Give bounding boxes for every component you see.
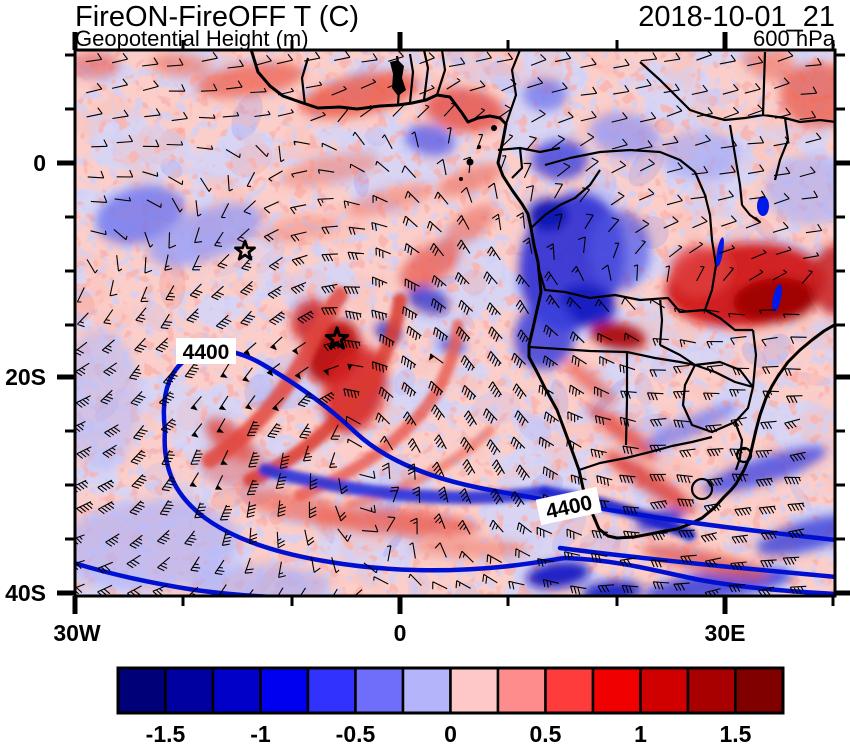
- colorbar-tick-label: 0: [444, 721, 457, 747]
- colorbar-tick-label: 0.5: [530, 721, 562, 747]
- y-axis-tick-label: 40S: [5, 580, 46, 606]
- contour-label-text: 4400: [183, 341, 230, 364]
- wind-barbs: [75, 50, 823, 596]
- colorbar-cell: [116, 666, 167, 715]
- anomaly-blob-layer: [75, 50, 835, 596]
- colorbar-frame: [116, 666, 785, 715]
- colorbar-tick-label: -1: [250, 721, 271, 747]
- colorbar-cell: [401, 666, 452, 715]
- y-axis-tick-label: 20S: [5, 364, 46, 390]
- colorbar-cell: [164, 666, 215, 715]
- subtitle-field-label: Geopotential Height (m): [75, 26, 309, 51]
- plot-frame: [73, 48, 837, 598]
- contour-label-box: 4400: [176, 338, 236, 364]
- border-lesotho: [690, 477, 714, 501]
- colorbar-tick-label: 1: [634, 721, 647, 747]
- axis-ticks: [57, 32, 850, 614]
- datetime-label: 2018-10-01_21: [638, 1, 835, 33]
- contour-label-box: 4400: [535, 486, 602, 526]
- colorbar-tick-label: 1.5: [720, 721, 752, 747]
- wind-barbs-layer: [75, 50, 823, 596]
- colorbar-cell: [686, 666, 737, 715]
- colorbar-cell: [639, 666, 690, 715]
- lake-volta: [390, 60, 406, 96]
- colorbar-cell: [449, 666, 500, 715]
- x-axis-tick-label: 0: [394, 620, 407, 646]
- island-dot: [459, 177, 463, 181]
- island-star-marker: [234, 239, 256, 261]
- island-dot-bioko: [491, 125, 497, 131]
- colorbar-cell: [734, 666, 785, 715]
- page-title: FireON-FireOFF T (C): [75, 1, 359, 33]
- colorbar-cell: [211, 666, 262, 715]
- colorbar: -1.5 -1 -0.5 0 0.5 1 1.5: [116, 666, 785, 747]
- colorbar-tick-label: -1.5: [146, 721, 186, 747]
- colorbar-cell: [306, 666, 357, 715]
- pressure-level-label: 600 hPa: [753, 26, 836, 51]
- y-axis-tick-label: 0: [33, 150, 46, 176]
- colorbar-cell: [259, 666, 310, 715]
- country-borders: [300, 50, 835, 472]
- x-axis-tick-label: 30W: [53, 620, 101, 646]
- colorbar-cell: [591, 666, 642, 715]
- lake-victoria: [757, 196, 769, 216]
- x-axis-tick-label: 30E: [705, 620, 746, 646]
- colorbar-tick-label: -0.5: [336, 721, 376, 747]
- border-eswatini: [735, 446, 753, 464]
- lake-malawi: [772, 284, 782, 312]
- lake-tanganyika: [716, 237, 724, 267]
- colorbar-cell: [354, 666, 405, 715]
- island-star-marker: [324, 326, 350, 350]
- colorbar-cell: [544, 666, 595, 715]
- colorbar-cell: [496, 666, 547, 715]
